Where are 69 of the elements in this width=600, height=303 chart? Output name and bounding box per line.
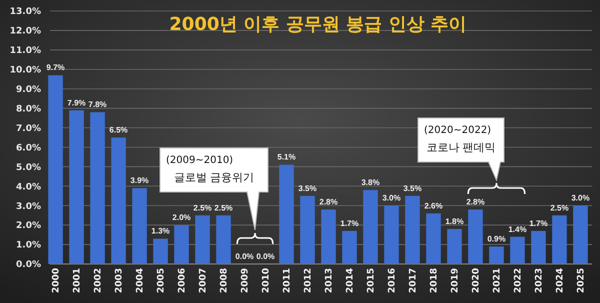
annotation: (2009~2010) 글로벌 금융위기	[166, 155, 254, 184]
data-label: 2.0%	[172, 213, 191, 222]
x-tick-label: 2003	[114, 268, 125, 294]
data-label: 1.7%	[340, 218, 359, 228]
data-label: 0.9%	[487, 234, 506, 244]
x-tick-label: 2004	[136, 268, 146, 294]
x-tick-label: 2011	[282, 268, 293, 294]
y-tick-label: 8.0%	[16, 104, 41, 114]
x-tick-label: 2002	[94, 268, 104, 294]
x-tick-label: 2024	[556, 268, 566, 294]
x-tick-label: 2016	[388, 268, 398, 294]
data-label: 1.3%	[151, 226, 170, 236]
x-tick-label: 2013	[324, 268, 335, 294]
data-label: 1.4%	[508, 224, 527, 234]
chart-title: 2000년 이후 공무원 봉급 인상 추이	[169, 14, 467, 35]
data-label: 3.0%	[382, 194, 401, 203]
x-tick-label: 2018	[430, 268, 440, 294]
x-tick-label: 2000	[52, 268, 62, 294]
y-tick-label: 10.0%	[10, 66, 41, 76]
data-label: 0.0%	[256, 252, 275, 261]
x-tick-label: 2025	[576, 268, 587, 294]
data-label: 5.1%	[277, 152, 296, 162]
data-label: 3.5%	[298, 184, 317, 193]
annotation: (2020~2022) 코로나 팬데믹	[424, 125, 496, 154]
data-label: 9.7%	[46, 63, 65, 72]
x-tick-label: 2008	[220, 268, 230, 294]
y-tick-label: 13.0%	[10, 7, 41, 18]
x-tick-label: 2009	[240, 268, 251, 294]
data-label: 3.8%	[361, 178, 380, 188]
data-label: 0.0%	[235, 252, 254, 261]
data-label: 2.5%	[193, 203, 212, 212]
x-tick-label: 2022	[514, 268, 524, 294]
x-tick-label: 2019	[450, 268, 461, 294]
y-tick-label: 4.0%	[16, 182, 41, 192]
y-tick-label: 2.0%	[16, 221, 41, 232]
data-label: 2.8%	[319, 198, 338, 207]
y-tick-label: 1.0%	[16, 240, 41, 251]
y-tick-label: 12.0%	[10, 26, 41, 37]
y-tick-label: 9.0%	[16, 84, 41, 95]
x-tick-label: 2023	[534, 268, 545, 294]
data-label: 7.9%	[67, 98, 86, 108]
data-label: 1.7%	[529, 218, 548, 228]
data-label: 7.8%	[88, 100, 107, 110]
data-label: 1.8%	[445, 216, 464, 226]
data-label: 2.6%	[424, 201, 443, 210]
y-tick-label: 0.0%	[16, 260, 41, 270]
x-tick-label: 2014	[346, 268, 356, 294]
data-label: 6.5%	[109, 126, 128, 134]
data-label: 2.5%	[550, 203, 569, 212]
y-tick-label: 3.0%	[16, 202, 41, 212]
y-tick-label: 11.0%	[10, 46, 41, 56]
x-tick-label: 2006	[178, 268, 188, 294]
x-tick-label: 2012	[304, 268, 314, 294]
x-tick-label: 2020	[472, 268, 482, 294]
x-tick-label: 2021	[492, 268, 503, 294]
data-label: 3.9%	[130, 176, 149, 186]
x-tick-label: 2010	[262, 268, 272, 294]
x-tick-label: 2007	[198, 268, 209, 294]
data-label: 2.5%	[214, 203, 233, 212]
x-tick-label: 2001	[72, 268, 83, 294]
y-tick-label: 7.0%	[16, 124, 41, 134]
x-tick-label: 2015	[366, 268, 377, 294]
y-tick-label: 6.0%	[16, 143, 41, 154]
data-label: 2.8%	[466, 198, 485, 207]
data-label: 3.5%	[403, 184, 422, 193]
data-label: 3.0%	[571, 194, 590, 203]
x-tick-label: 2005	[156, 268, 167, 294]
y-tick-label: 5.0%	[16, 162, 41, 173]
x-tick-label: 2017	[408, 268, 419, 294]
